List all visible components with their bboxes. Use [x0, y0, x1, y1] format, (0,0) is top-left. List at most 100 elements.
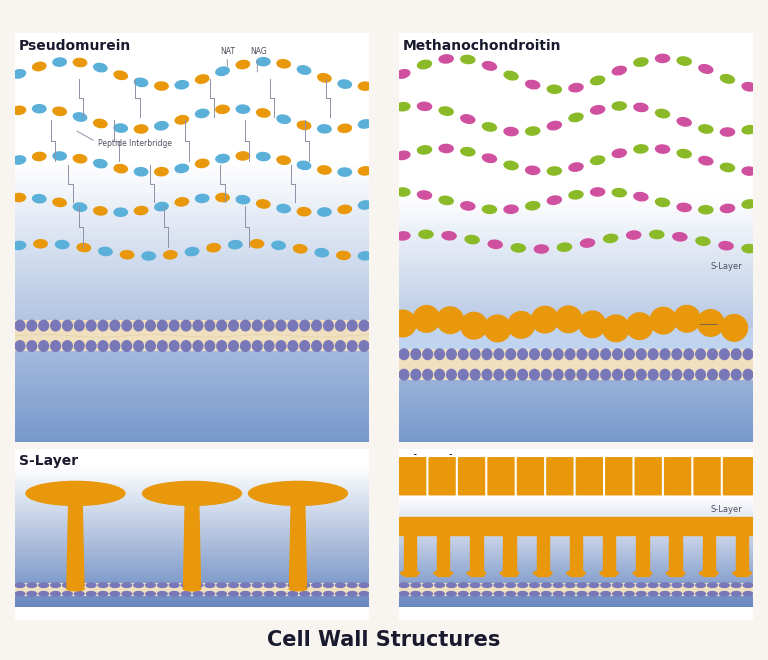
- Ellipse shape: [446, 349, 456, 360]
- Ellipse shape: [637, 591, 646, 596]
- Ellipse shape: [565, 370, 575, 380]
- Ellipse shape: [257, 152, 270, 160]
- Bar: [15, 517, 369, 519]
- Bar: [399, 331, 753, 335]
- Ellipse shape: [541, 349, 551, 360]
- Ellipse shape: [114, 71, 127, 79]
- Ellipse shape: [470, 370, 480, 380]
- Ellipse shape: [217, 320, 227, 331]
- Ellipse shape: [672, 349, 682, 360]
- Ellipse shape: [650, 230, 664, 238]
- Ellipse shape: [565, 591, 575, 596]
- Bar: [399, 261, 753, 264]
- Bar: [15, 170, 369, 174]
- Ellipse shape: [637, 583, 646, 587]
- Bar: [399, 566, 753, 567]
- Bar: [15, 522, 369, 524]
- Bar: [15, 397, 369, 401]
- Bar: [15, 174, 369, 178]
- Ellipse shape: [548, 196, 561, 205]
- Bar: [15, 320, 369, 324]
- Ellipse shape: [624, 349, 634, 360]
- Ellipse shape: [656, 145, 670, 153]
- Bar: [399, 349, 753, 380]
- Ellipse shape: [518, 591, 528, 596]
- Ellipse shape: [667, 571, 685, 576]
- Ellipse shape: [591, 188, 604, 196]
- Ellipse shape: [541, 370, 551, 380]
- Ellipse shape: [216, 154, 229, 163]
- Bar: [399, 510, 753, 512]
- Ellipse shape: [396, 102, 410, 111]
- Ellipse shape: [26, 481, 125, 506]
- FancyBboxPatch shape: [634, 456, 666, 496]
- Ellipse shape: [318, 74, 331, 82]
- Ellipse shape: [359, 583, 369, 587]
- Ellipse shape: [134, 583, 144, 587]
- Ellipse shape: [146, 591, 155, 596]
- Bar: [15, 483, 369, 485]
- Ellipse shape: [312, 341, 322, 351]
- Bar: [399, 578, 753, 579]
- Polygon shape: [184, 504, 200, 586]
- Bar: [399, 337, 753, 341]
- Bar: [399, 264, 753, 267]
- Ellipse shape: [530, 370, 539, 380]
- Ellipse shape: [684, 583, 694, 587]
- Ellipse shape: [435, 583, 445, 587]
- Ellipse shape: [134, 320, 144, 331]
- Bar: [399, 214, 753, 218]
- Ellipse shape: [86, 320, 96, 331]
- Ellipse shape: [488, 240, 502, 248]
- Ellipse shape: [264, 320, 274, 331]
- Bar: [399, 535, 753, 537]
- Ellipse shape: [134, 207, 147, 215]
- Ellipse shape: [217, 591, 227, 596]
- Bar: [399, 344, 753, 347]
- Ellipse shape: [719, 242, 733, 250]
- Ellipse shape: [677, 117, 691, 126]
- Bar: [15, 605, 369, 607]
- Bar: [15, 577, 369, 579]
- Ellipse shape: [73, 113, 87, 121]
- Ellipse shape: [458, 591, 468, 596]
- Bar: [15, 184, 369, 188]
- Ellipse shape: [51, 591, 61, 596]
- Bar: [15, 519, 369, 521]
- Bar: [15, 513, 369, 515]
- Ellipse shape: [237, 152, 250, 160]
- Ellipse shape: [733, 571, 751, 576]
- Bar: [399, 583, 753, 596]
- Ellipse shape: [535, 245, 548, 253]
- Bar: [15, 475, 369, 477]
- Ellipse shape: [240, 583, 250, 587]
- Bar: [15, 587, 369, 589]
- Ellipse shape: [12, 193, 25, 201]
- Bar: [399, 426, 753, 430]
- Bar: [399, 246, 753, 249]
- Ellipse shape: [336, 251, 350, 259]
- Bar: [399, 521, 753, 523]
- Ellipse shape: [142, 252, 155, 260]
- Ellipse shape: [74, 320, 84, 331]
- Ellipse shape: [720, 591, 729, 596]
- Ellipse shape: [435, 349, 445, 360]
- Bar: [15, 226, 369, 230]
- Ellipse shape: [613, 583, 622, 587]
- Bar: [15, 566, 369, 568]
- Bar: [399, 396, 753, 399]
- Ellipse shape: [122, 591, 131, 596]
- Ellipse shape: [504, 205, 518, 213]
- Ellipse shape: [731, 591, 741, 596]
- Bar: [399, 316, 753, 319]
- Bar: [399, 325, 753, 329]
- Ellipse shape: [216, 67, 229, 75]
- Ellipse shape: [347, 341, 357, 351]
- Bar: [15, 417, 369, 421]
- Bar: [399, 199, 753, 203]
- Ellipse shape: [591, 106, 604, 114]
- Bar: [399, 353, 753, 356]
- Polygon shape: [670, 535, 682, 576]
- Ellipse shape: [504, 127, 518, 136]
- Ellipse shape: [458, 370, 468, 380]
